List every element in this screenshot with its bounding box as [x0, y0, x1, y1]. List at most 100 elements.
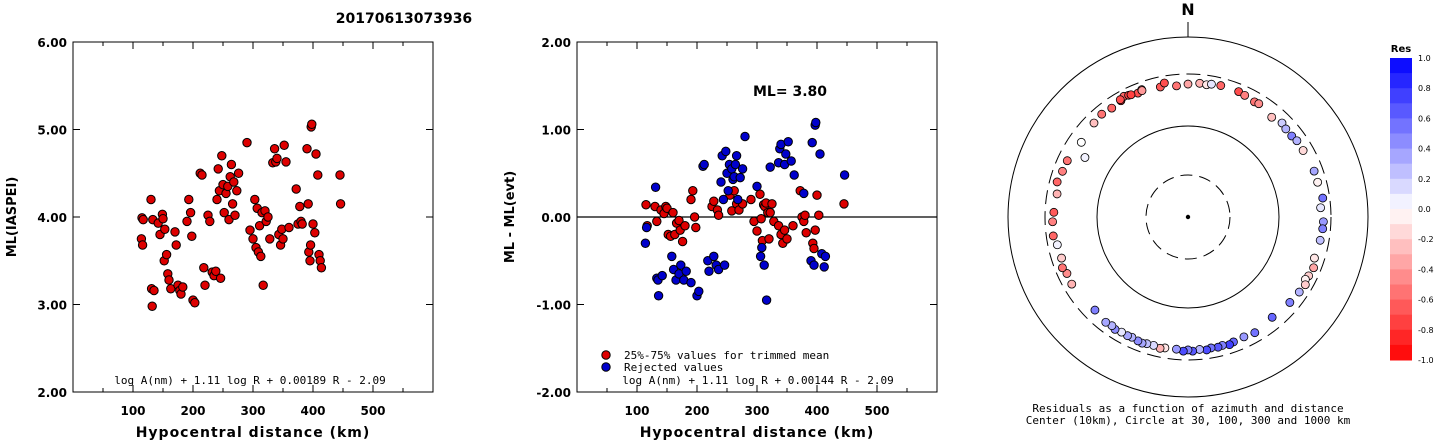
rejected-point: [786, 156, 796, 166]
station-marker: [1052, 189, 1062, 199]
colorbar-ticks: 1.0 0.8 0.6 0.4 0.2 0.0 -0.2 -0.4 -0.6 -0.8 -1.0: [1418, 54, 1434, 365]
data-point: [200, 280, 210, 290]
rejected-point: [723, 186, 733, 196]
trimmed-point: [680, 221, 690, 231]
colorbar-cell: [1390, 133, 1412, 150]
data-point: [269, 144, 280, 154]
rejected-point: [761, 295, 772, 305]
rejected-point: [735, 172, 745, 183]
data-point: [137, 240, 148, 250]
station-marker: [1115, 95, 1125, 105]
panel-residual: -2.00 -1.00 0.00 1.00 2.00 100 200 300 400 500 M…: [503, 36, 938, 441]
data-point: [182, 216, 192, 227]
station-marker: [1076, 137, 1086, 147]
rejected-point: [731, 151, 742, 161]
north-label: N: [1181, 0, 1194, 19]
station-marker: [1101, 317, 1111, 327]
x-ticks: 100 200 300 400 500: [606, 42, 908, 418]
trimmed-point: [788, 221, 798, 231]
data-point: [212, 194, 222, 205]
data-point: [199, 263, 209, 273]
data-point: [258, 280, 268, 290]
data-point: [205, 216, 215, 227]
colorbar-tick-label: 0.4: [1418, 145, 1431, 154]
data-point: [278, 234, 288, 244]
rejected-point: [737, 164, 748, 174]
data-point: [297, 219, 307, 229]
legend: 25%-75% values for trimmed mean Rejected…: [601, 349, 829, 374]
data-point: [190, 298, 200, 308]
rejected-point: [839, 170, 850, 180]
station-marker: [1267, 112, 1277, 122]
rejected-point: [755, 251, 766, 262]
colorbar-cell: [1390, 178, 1412, 195]
station-marker: [1126, 90, 1136, 100]
data-point: [272, 153, 282, 164]
data-point: [245, 225, 255, 235]
station-marker: [1318, 193, 1328, 203]
colorbar-cell: [1390, 163, 1412, 180]
data-point: [233, 168, 244, 178]
station-marker: [1057, 253, 1066, 263]
trimmed-point: [810, 225, 820, 235]
data-point: [197, 170, 207, 180]
trimmed-point: [641, 200, 651, 210]
trimmed-point: [814, 210, 824, 220]
data-point: [279, 140, 289, 150]
data-point: [313, 170, 323, 180]
colorbar-tick-label: 0.8: [1418, 84, 1431, 93]
colorbar-tick-label: 0.6: [1418, 114, 1431, 123]
data-point: [219, 207, 229, 218]
y-tick-label: 2.00: [37, 386, 67, 400]
station-marker: [1239, 332, 1249, 342]
rejected-point: [759, 260, 769, 270]
colorbar-tick-label: 1.0: [1418, 54, 1431, 63]
rejected-point: [819, 262, 829, 272]
trimmed-point: [755, 189, 765, 199]
y-tick-label: 1.00: [541, 124, 571, 138]
data-point: [305, 240, 316, 250]
data-point: [303, 199, 313, 209]
colorbar-cell: [1390, 88, 1412, 104]
formula-label: log A(nm) + 1.11 log R + 0.00144 R - 2.0…: [622, 374, 894, 387]
data-point: [184, 194, 194, 205]
colorbar-cell: [1390, 58, 1412, 74]
rejected-point: [716, 177, 726, 187]
colorbar-cell: [1390, 254, 1412, 270]
data-point: [146, 194, 156, 205]
colorbar-tick-label: -0.8: [1418, 326, 1434, 335]
colorbar-cell: [1390, 239, 1412, 255]
rejected-point: [686, 277, 696, 288]
y-tick-label: 2.00: [541, 36, 571, 50]
rejected-point: [781, 149, 791, 159]
trimmed-point: [686, 194, 696, 205]
rejected-point: [811, 117, 821, 128]
station-marker: [1207, 79, 1216, 89]
legend-marker-trimmed: [601, 350, 611, 360]
data-point: [217, 151, 227, 161]
rejected-point: [657, 270, 667, 281]
colorbar-cell: [1390, 344, 1412, 361]
station-marker: [1049, 207, 1059, 217]
trimmed-point: [688, 186, 698, 196]
station-marker: [1067, 279, 1077, 289]
trimmed-point: [756, 214, 766, 224]
station-marker: [1240, 90, 1250, 100]
rejected-point: [820, 251, 831, 262]
x-tick-label: 200: [684, 404, 709, 418]
data-point: [160, 224, 170, 234]
y-ticks: -2.00 -1.00 0.00 1.00 2.00: [536, 36, 937, 400]
station-marker: [1097, 109, 1107, 119]
ring-100km: [1096, 125, 1280, 309]
data-point: [171, 240, 181, 250]
data-point: [295, 201, 305, 212]
rejected-point: [640, 238, 651, 248]
data-point: [232, 186, 242, 196]
rejected-point: [699, 159, 709, 170]
rejected-point: [641, 222, 652, 233]
rejected-point: [783, 137, 793, 147]
trimmed-point: [809, 243, 819, 254]
rejected-point: [694, 286, 704, 297]
data-point: [307, 119, 317, 129]
